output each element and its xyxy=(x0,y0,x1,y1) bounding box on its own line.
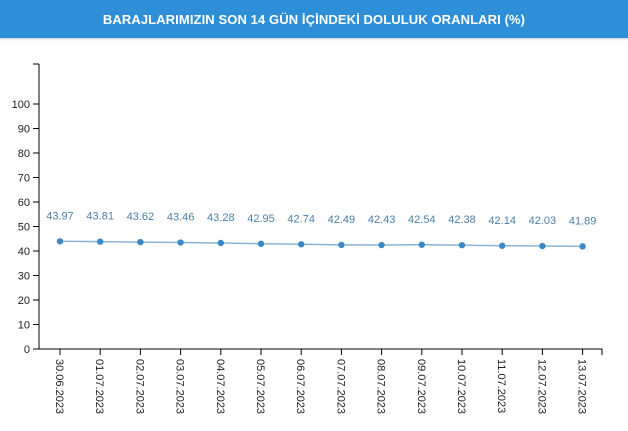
data-labels: 43.97 43.81 43.62 43.46 43.28 42.95 42.74 42.49… xyxy=(46,210,596,227)
data-label: 42.03 xyxy=(529,215,557,227)
series-line xyxy=(59,240,583,248)
x-tick-label: 12.07.2023 xyxy=(535,359,547,414)
data-point xyxy=(137,238,144,246)
data-point xyxy=(177,239,184,246)
x-tick-label: 07.07.2023 xyxy=(334,359,346,414)
y-tick-label: 90 xyxy=(18,124,30,136)
data-label: 43.62 xyxy=(127,211,155,223)
x-tick-label: 09.07.2023 xyxy=(415,359,427,414)
x-axis: 30.06.2023 01.07.2023 02.07.2023 03.07.2023… xyxy=(39,348,603,414)
data-point xyxy=(338,241,345,249)
x-tick-label: 06.07.2023 xyxy=(294,359,306,414)
data-label: 42.43 xyxy=(368,214,396,226)
data-label: 43.97 xyxy=(46,210,74,222)
y-tick-label: 0 xyxy=(24,344,30,356)
header-shadow xyxy=(0,38,628,41)
chart-title: BARAJLARIMIZIN SON 14 GÜN İÇİNDEKİ DOLUL… xyxy=(102,11,526,27)
x-tick-label: 03.07.2023 xyxy=(174,359,186,414)
data-label: 43.81 xyxy=(86,211,114,223)
data-point xyxy=(217,239,224,247)
data-label: 42.14 xyxy=(488,215,516,227)
y-tick-label: 100 xyxy=(12,99,30,111)
data-label: 43.46 xyxy=(167,212,195,224)
chart-header: BARAJLARIMIZIN SON 14 GÜN İÇİNDEKİ DOLUL… xyxy=(0,0,628,38)
y-axis: 0 10 20 30 40 50 60 70 80 90 100 xyxy=(12,63,40,356)
data-point xyxy=(499,242,506,249)
data-label: 42.54 xyxy=(408,214,436,226)
x-tick-label: 05.07.2023 xyxy=(254,359,266,414)
data-label: 42.49 xyxy=(328,214,356,226)
data-point xyxy=(458,241,466,249)
data-point xyxy=(97,238,104,245)
data-point xyxy=(257,240,265,247)
y-tick-label: 40 xyxy=(18,246,30,258)
data-point xyxy=(56,238,64,245)
data-label: 42.95 xyxy=(247,213,275,225)
data-label: 42.38 xyxy=(448,214,476,226)
x-tick-label: 04.07.2023 xyxy=(214,359,226,414)
y-tick-label: 20 xyxy=(18,295,30,307)
y-tick-label: 80 xyxy=(18,148,30,160)
data-label: 42.74 xyxy=(287,213,315,225)
y-tick-label: 70 xyxy=(18,173,30,185)
x-tick-label: 11.07.2023 xyxy=(495,359,507,413)
x-tick-label: 13.07.2023 xyxy=(576,359,588,414)
data-point xyxy=(579,243,586,250)
data-point xyxy=(418,241,425,248)
x-tick-label: 10.07.2023 xyxy=(455,359,467,414)
y-tick-label: 10 xyxy=(18,320,30,332)
data-point xyxy=(378,241,385,249)
series-doluluk xyxy=(56,238,586,250)
x-tick-label: 08.07.2023 xyxy=(375,359,387,414)
y-tick-label: 50 xyxy=(18,222,30,234)
data-point xyxy=(298,241,305,248)
data-label: 41.89 xyxy=(569,215,597,227)
data-point xyxy=(539,242,546,250)
data-label: 43.28 xyxy=(207,212,235,224)
y-tick-label: 30 xyxy=(18,271,30,283)
x-tick-label: 30.06.2023 xyxy=(53,359,65,414)
x-tick-label: 02.07.2023 xyxy=(133,359,145,414)
x-tick-label: 01.07.2023 xyxy=(93,359,105,414)
y-tick-label: 60 xyxy=(18,197,30,209)
